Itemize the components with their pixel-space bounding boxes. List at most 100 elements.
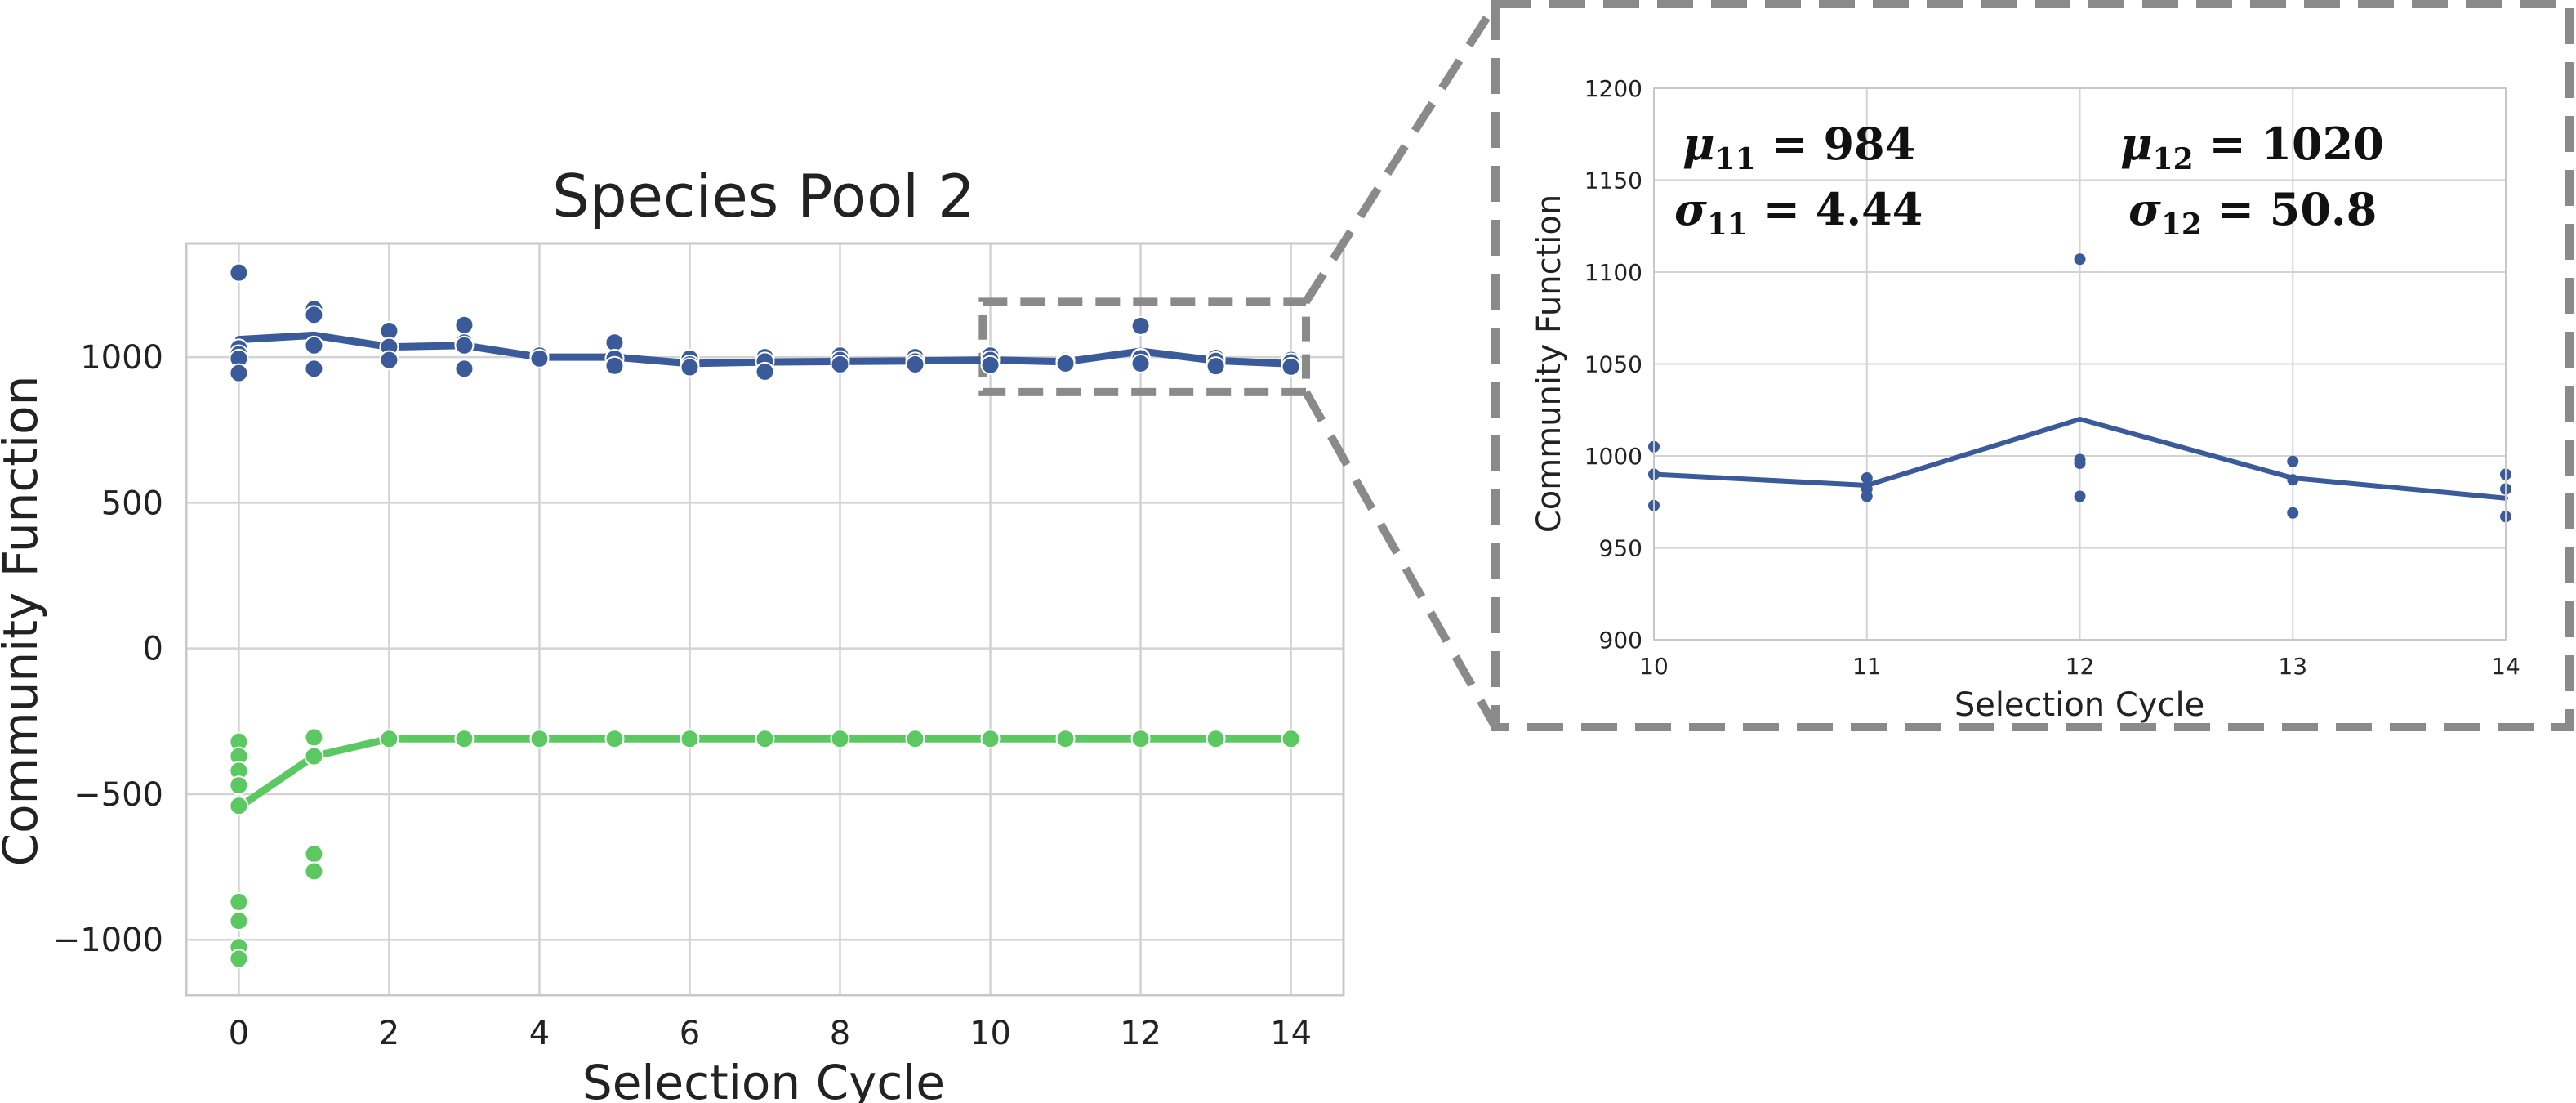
y-tick-label: 900 xyxy=(1599,627,1642,654)
series-blue xyxy=(1648,253,2511,523)
x-tick-label: 14 xyxy=(1270,1015,1312,1052)
main-chart-title: Species Pool 2 xyxy=(552,162,975,230)
data-point xyxy=(830,354,850,374)
data-point xyxy=(2287,474,2299,486)
inset-annotations: μ11 = 984 σ11 = 4.44 μ12 = 1020 σ12 = 50.8 xyxy=(1674,118,2384,242)
inset-y-tick-labels: 900 950 1000 1050 1100 1150 1200 xyxy=(1584,75,1642,654)
zoom-connector-top xyxy=(1302,2,1500,305)
zoom-connectors xyxy=(1302,2,1500,730)
y-tick-label: 1150 xyxy=(1584,167,1642,194)
series-blue xyxy=(229,262,1301,383)
inset-series xyxy=(1648,253,2511,523)
data-point xyxy=(229,262,249,283)
y-tick-label: −500 xyxy=(74,776,163,814)
data-point xyxy=(1055,729,1076,749)
data-point xyxy=(1130,315,1151,336)
data-point xyxy=(830,729,850,749)
y-tick-label: 0 xyxy=(143,631,163,668)
zoom-connector-bottom xyxy=(1302,390,1500,730)
data-point xyxy=(2287,507,2299,519)
annotation-mu-11: μ11 = 984 xyxy=(1682,118,1915,176)
series-green xyxy=(229,727,1301,969)
data-point xyxy=(454,315,475,335)
y-tick-label: 1100 xyxy=(1584,259,1642,286)
data-point xyxy=(229,949,249,969)
data-point xyxy=(379,350,399,370)
data-point xyxy=(304,861,324,882)
series-mean-line xyxy=(234,735,1295,811)
zoom-region-box xyxy=(978,297,1310,396)
main-plot-frame xyxy=(185,242,1345,997)
main-zoom-box xyxy=(978,297,1310,396)
data-point xyxy=(1861,472,1873,484)
annotation-sigma-11: σ11 = 4.44 xyxy=(1674,183,1923,242)
series-mean-line xyxy=(1651,417,2508,501)
data-point xyxy=(304,305,324,325)
main-series xyxy=(229,262,1301,969)
y-tick-label: 1200 xyxy=(1584,75,1642,102)
x-tick-label: 14 xyxy=(2491,653,2520,680)
main-x-axis-label: Selection Cycle xyxy=(582,1055,945,1103)
data-point xyxy=(2074,253,2086,266)
data-point xyxy=(454,335,475,355)
data-point xyxy=(529,348,550,368)
data-point xyxy=(304,746,324,766)
annotation-mu-12: μ12 = 1020 xyxy=(2120,118,2384,176)
y-tick-label: 1050 xyxy=(1584,351,1642,377)
data-point xyxy=(604,355,625,376)
data-point xyxy=(1206,356,1226,377)
data-point xyxy=(229,911,249,931)
data-point xyxy=(229,796,249,816)
data-point xyxy=(304,335,324,355)
data-point xyxy=(2074,458,2086,469)
data-point xyxy=(379,729,399,749)
data-point xyxy=(680,357,700,377)
y-tick-label: 1000 xyxy=(1584,443,1642,470)
data-point xyxy=(1055,353,1076,373)
inset-x-tick-labels: 10 11 12 13 14 xyxy=(1639,653,2520,680)
data-point xyxy=(229,775,249,796)
x-tick-label: 12 xyxy=(1120,1015,1161,1052)
data-point xyxy=(304,844,324,864)
x-tick-label: 6 xyxy=(680,1015,700,1052)
data-point xyxy=(905,354,925,374)
x-tick-label: 10 xyxy=(969,1015,1011,1052)
x-tick-label: 8 xyxy=(830,1015,850,1052)
data-point xyxy=(1130,729,1151,749)
data-point xyxy=(2074,490,2086,502)
x-tick-label: 12 xyxy=(2066,653,2095,680)
inset-x-axis-label: Selection Cycle xyxy=(1954,686,2204,724)
main-y-tick-labels: −1000 −500 0 500 1000 xyxy=(53,339,163,959)
data-point xyxy=(229,363,249,383)
data-point xyxy=(1130,353,1151,373)
x-tick-label: 13 xyxy=(2278,653,2307,680)
inset-border xyxy=(1491,0,2574,731)
inset-chart: 10 11 12 13 14 900 950 1000 1050 1100 1150 1200 Se… xyxy=(1491,0,2574,731)
y-tick-label: −1000 xyxy=(53,922,163,959)
data-point xyxy=(454,359,475,379)
x-tick-label: 4 xyxy=(529,1015,550,1052)
data-point xyxy=(229,891,249,912)
data-point xyxy=(604,729,625,749)
main-x-tick-labels: 0 2 4 6 8 10 12 14 xyxy=(229,1015,1312,1052)
data-point xyxy=(1206,729,1226,749)
data-point xyxy=(1281,356,1301,377)
inset-plot-frame xyxy=(1653,87,2507,641)
data-point xyxy=(680,729,700,749)
x-tick-label: 2 xyxy=(379,1015,399,1052)
y-tick-label: 950 xyxy=(1599,534,1642,561)
y-tick-label: 500 xyxy=(101,485,163,522)
main-chart: Species Pool 2 0 2 4 6 8 10 12 14 −1000 −500 0 500… xyxy=(0,162,1345,1103)
data-point xyxy=(2287,455,2299,467)
data-point xyxy=(304,727,324,748)
data-point xyxy=(755,361,775,382)
data-point xyxy=(905,729,925,749)
data-point xyxy=(304,359,324,379)
y-tick-label: 1000 xyxy=(80,339,163,377)
data-point xyxy=(1861,490,1873,502)
data-point xyxy=(755,729,775,749)
x-tick-label: 10 xyxy=(1639,653,1669,680)
data-point xyxy=(529,729,550,749)
data-point xyxy=(1281,729,1301,749)
